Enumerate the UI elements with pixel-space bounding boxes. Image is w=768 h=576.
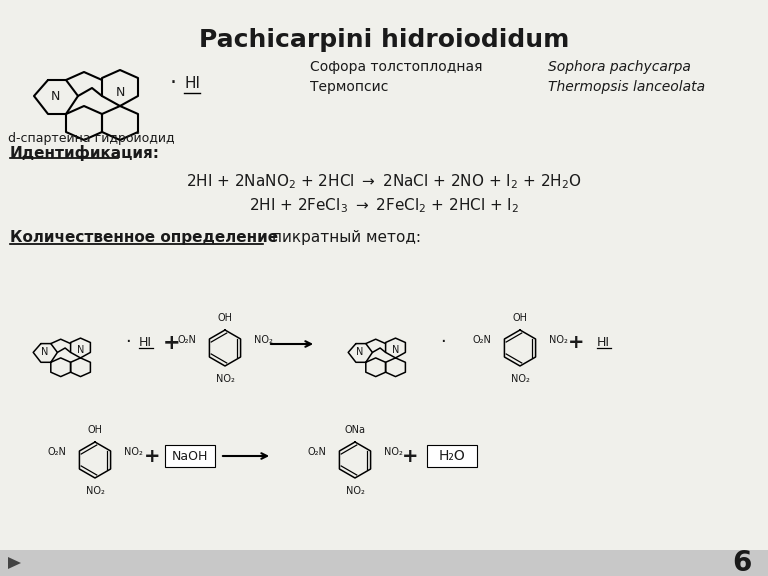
Text: ·: · [125,333,131,351]
Text: +: + [144,446,161,465]
Text: NO₂: NO₂ [124,447,142,457]
Text: NO₂: NO₂ [346,486,365,496]
Text: Количественное определение: Количественное определение [10,230,278,245]
Bar [0,550,768,576]
Text: H₂O: H₂O [439,449,465,463]
Text: O₂N: O₂N [307,447,326,457]
Text: Софора толстоплодная: Софора толстоплодная [310,60,482,74]
Text: OH: OH [512,313,528,323]
Text: NO₂: NO₂ [383,447,402,457]
Text: NO₂: NO₂ [253,335,273,345]
Text: Идентификация:: Идентификация: [10,145,160,161]
Text: N: N [41,347,48,357]
Polygon shape [8,557,21,569]
Text: +: + [163,333,180,353]
Text: ·: · [440,333,446,351]
Bar [165,445,215,467]
Text: Thermopsis lanceolata: Thermopsis lanceolata [548,80,705,94]
Text: NO₂: NO₂ [216,374,234,384]
Text: O₂N: O₂N [48,447,67,457]
Text: Sophora pachycarpa: Sophora pachycarpa [548,60,691,74]
Text: N: N [356,347,363,357]
Text: NO₂: NO₂ [511,374,529,384]
Text: HI: HI [184,77,200,92]
Text: 2HI + 2NaNO$_2$ + 2HCl $\rightarrow$ 2NaCl + 2NO + I$_2$ + 2H$_2$O: 2HI + 2NaNO$_2$ + 2HCl $\rightarrow$ 2Na… [186,172,582,191]
Text: +: + [402,446,419,465]
Text: O₂N: O₂N [472,335,492,345]
Text: OH: OH [88,425,102,435]
Text: NO₂: NO₂ [548,335,568,345]
Text: NO₂: NO₂ [85,486,104,496]
Text: 6: 6 [733,549,752,576]
Text: OH: OH [217,313,233,323]
Text: +: + [568,334,584,353]
Text: HI: HI [139,335,152,348]
Text: d-спартеина гидройодид: d-спартеина гидройодид [8,132,174,145]
Text: N: N [115,85,124,98]
Text: HI: HI [597,335,610,348]
Bar [427,445,477,467]
Text: 2HI + 2FeCl$_3$ $\rightarrow$ 2FeCl$_2$ + 2HCl + I$_2$: 2HI + 2FeCl$_3$ $\rightarrow$ 2FeCl$_2$ … [249,196,519,215]
Text: Pachicarpini hidroiodidum: Pachicarpini hidroiodidum [199,28,569,52]
Text: O₂N: O₂N [177,335,197,345]
Text: N: N [51,89,60,103]
Text: N: N [392,345,399,355]
Text: Термопсис: Термопсис [310,80,389,94]
Text: NaOH: NaOH [172,449,208,463]
Text: пикратный метод:: пикратный метод: [272,230,421,245]
Text: N: N [77,345,84,355]
Text: ·: · [170,73,177,93]
Text: ONa: ONa [345,425,366,435]
